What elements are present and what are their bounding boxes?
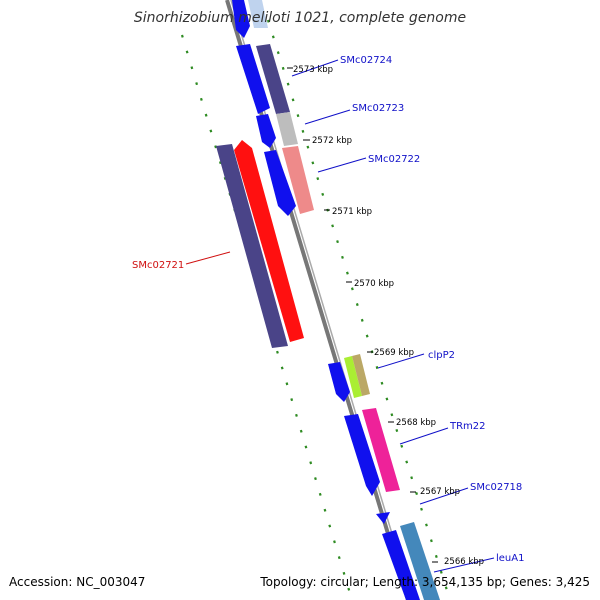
- gene-callouts: [185, 59, 495, 573]
- gene-labels: SMc02724 SMc02723 SMc02722 SMc02721 clpP…: [132, 55, 524, 564]
- gene-label-smc02724[interactable]: SMc02724: [340, 55, 392, 66]
- tick-label: 2569 kbp: [374, 348, 414, 358]
- gene-label-smc02722[interactable]: SMc02722: [368, 154, 420, 165]
- feature-top-light: [248, 0, 268, 28]
- gene-label-smc02718[interactable]: SMc02718: [470, 482, 522, 493]
- feature-blue-arrow-small: [256, 114, 276, 148]
- gene-label-smc02723[interactable]: SMc02723: [352, 103, 404, 114]
- tick-label: 2573 kbp: [293, 65, 333, 75]
- feature-lime: [344, 356, 362, 398]
- tick-label: 2571 kbp: [332, 207, 372, 217]
- tick-marks: [287, 67, 438, 563]
- feature-steelblue: [400, 522, 440, 600]
- tick-label: 2566 kbp: [444, 557, 484, 567]
- feature-pink: [362, 408, 400, 492]
- genome-summary-text: Topology: circular; Length: 3,654,135 bp…: [260, 575, 590, 589]
- tick-label: 2570 kbp: [354, 279, 394, 289]
- gene-label-clpp2[interactable]: clpP2: [428, 350, 455, 361]
- feature-blue-bottom: [382, 530, 420, 600]
- feature-top-blue: [232, 0, 250, 38]
- accession-text: Accession: NC_003047: [9, 575, 146, 589]
- gene-label-trm22[interactable]: TRm22: [449, 421, 486, 432]
- feature-purple-long: [216, 144, 288, 348]
- features: [216, 0, 440, 600]
- feature-blue-small-bottom: [376, 512, 390, 524]
- feature-olive: [352, 354, 370, 396]
- tick-label: 2572 kbp: [312, 136, 352, 146]
- gene-label-leua1[interactable]: leuA1: [496, 553, 524, 564]
- feature-blue-upper: [236, 44, 270, 114]
- feature-gray: [276, 112, 298, 146]
- feature-red-long: [234, 140, 304, 342]
- feature-blue-mid: [264, 150, 296, 216]
- feature-purple-upper: [256, 44, 290, 114]
- tick-label: 2567 kbp: [420, 487, 460, 497]
- gene-label-smc02721[interactable]: SMc02721: [132, 260, 184, 271]
- tick-labels: 2573 kbp 2572 kbp 2571 kbp 2570 kbp 2569…: [293, 65, 484, 567]
- feature-blue-trm: [344, 414, 380, 496]
- feature-blue-clp: [328, 362, 350, 402]
- feature-salmon: [282, 146, 314, 214]
- map-title: Sinorhizobium meliloti 1021, complete ge…: [134, 10, 466, 26]
- tick-label: 2568 kbp: [396, 418, 436, 428]
- outer-dashed-guide: [180, 19, 452, 600]
